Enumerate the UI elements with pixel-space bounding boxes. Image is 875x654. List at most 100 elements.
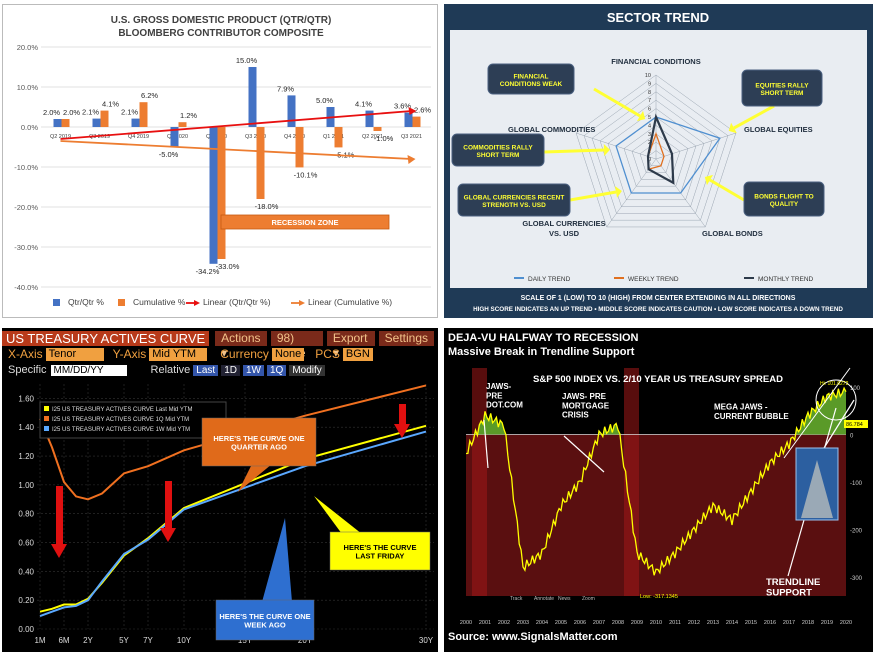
tr-xtick-label: 2Y [83,636,93,645]
relative-1d[interactable]: 1D [221,364,240,376]
gdp-ytick-label: -40.0% [14,283,38,292]
gdp-data-label: -33.0% [216,262,240,271]
radar-axis-label: GLOBAL BONDS [702,229,763,238]
relative-last[interactable]: Last [193,364,219,376]
gdp-data-label: 15.0% [236,56,258,65]
callout-arrow [569,190,617,202]
sp-xtick-label: 2001 [479,620,491,626]
gdp-bar [92,118,101,127]
recession-zone-banner [220,214,390,230]
gdp-legend-swatch [53,299,60,306]
tr-xtick-label: 6M [58,636,69,645]
gdp-title: U.S. GROSS DOMESTIC PRODUCT (QTR/QTR) [111,15,332,26]
callout-arrow-head [614,186,622,198]
tr-red-arrow [165,481,172,528]
sp-xtick-label: 2009 [631,620,643,626]
gdp-data-label: 4.1% [102,100,119,109]
settings-menu[interactable]: Settings [378,330,435,346]
callout-text: COMMODITIES RALLY SHORT TERM [463,144,533,158]
gdp-xtick-label: Q2 2021 [362,134,383,140]
tr-callout-text: HERE'S THE CURVE LAST FRIDAY [344,543,417,561]
sp-xtick-label: 2016 [764,620,776,626]
recession-zone-label: RECESSION ZONE [271,218,338,227]
sp-ytick-label: 0 [850,434,854,440]
sp-xtick-label: 2012 [688,620,700,626]
currency-select[interactable]: None [271,347,305,361]
tr-callout-pointer [262,518,292,602]
gdp-bar [287,95,296,127]
relative-1q[interactable]: 1Q [266,364,287,376]
treasury-curve-panel: US TREASURY ACTIVES CURVE Actions ▾ 98) … [2,328,438,652]
yaxis-select[interactable]: Mid YTM [149,347,208,361]
tr-legend-swatch [44,406,49,411]
date-input[interactable]: MM/DD/YY [50,364,127,376]
tr-callout-box [329,531,431,571]
radar-series [646,113,675,185]
tr-ytick-label: 0.20 [18,596,34,605]
axis-controls: X-Axis Tenor Y-Axis Mid YTM Currency Non… [2,346,438,362]
shark-image-shape [801,460,833,518]
gdp-data-label: 7.9% [277,84,294,93]
callout-text: FINANCIAL CONDITIONS WEAK [500,73,563,87]
gdp-legend-swatch [118,299,125,306]
radar-ring [575,74,737,228]
sp-xtick-label: 2008 [612,620,624,626]
tr-xtick-label: 10Y [177,636,192,645]
tr-xtick-label: 30Y [419,636,434,645]
table-button[interactable]: 98) Table [270,330,323,360]
radar-axis-label: GLOBAL CURRENCIES [522,219,605,228]
xaxis-select[interactable]: Tenor [45,347,104,361]
callout-box [457,183,571,217]
sp-xtick-label: 2011 [669,620,681,626]
radar-ring [647,150,665,167]
sp-recession-shade [472,368,487,596]
tr-series-line [39,430,427,617]
callout-arrow-head [636,110,646,122]
tr-legend-label: I25 US TREASURY ACTIVES CURVE 1Q Mid YTM [52,417,189,423]
gdp-subtitle: BLOOMBERG CONTRIBUTOR COMPOSITE [118,28,324,39]
sp-top-value: Hi: 101.6272 [820,381,849,387]
radar-ring [631,133,681,180]
sp-trendline [783,367,851,459]
tr-red-arrow [399,404,406,424]
gdp-bar [53,119,62,127]
radar-ring [591,91,721,214]
tr-ytick-label: 0.00 [18,625,34,634]
callout-arrow [733,104,775,130]
sp-xtick-label: 2007 [593,620,605,626]
tr-legend-label: I25 US TREASURY ACTIVES CURVE Last Mid Y… [52,407,193,413]
export-menu[interactable]: Export ▾ [326,330,375,360]
radar-tick-label: 4 [648,123,651,129]
callout-box [487,63,575,95]
gdp-trend-arrow [408,107,417,115]
radar-tick-label: 5 [648,115,651,121]
relative-1w[interactable]: 1W [242,364,264,376]
gdp-data-label: 2.0% [63,108,80,117]
radar-tick-label: 3 [648,132,651,138]
sp-xtick-label: 2003 [517,620,529,626]
sp-pointer [563,435,605,473]
gdp-trendline-qtr [60,110,412,140]
sp-low-label: Low: -317.1345 [640,594,678,600]
sp-xtick-label: 2017 [783,620,795,626]
callout-arrow [593,87,641,118]
gdp-data-label: -10.1% [294,170,318,179]
tr-callout-pointer [238,464,272,492]
tr-xtick-label: 20Y [298,636,313,645]
xaxis-label: X-Axis [8,347,43,361]
tr-callout-box [201,417,317,467]
sp-last-value-box [844,420,868,428]
gdp-xtick-label: Q1 2021 [323,134,344,140]
gdp-data-label: 5.0% [316,96,333,105]
sp-xtick-label: 2020 [840,620,852,626]
actions-menu[interactable]: Actions ▾ [215,330,267,360]
pcs-select[interactable]: BGN [342,347,373,361]
radar-axis-label: FINANCIAL CONDITIONS [611,57,700,66]
sp-xtick-label: 2014 [726,620,738,626]
sp-toolbar-item: Track [510,596,523,602]
tr-ytick-label: 1.40 [18,423,34,432]
gdp-bar [100,110,109,127]
modify-button[interactable]: Modify [289,364,325,376]
radar-axis-label: GLOBAL EQUITIES [744,125,813,134]
tr-ytick-label: 0.80 [18,510,34,519]
